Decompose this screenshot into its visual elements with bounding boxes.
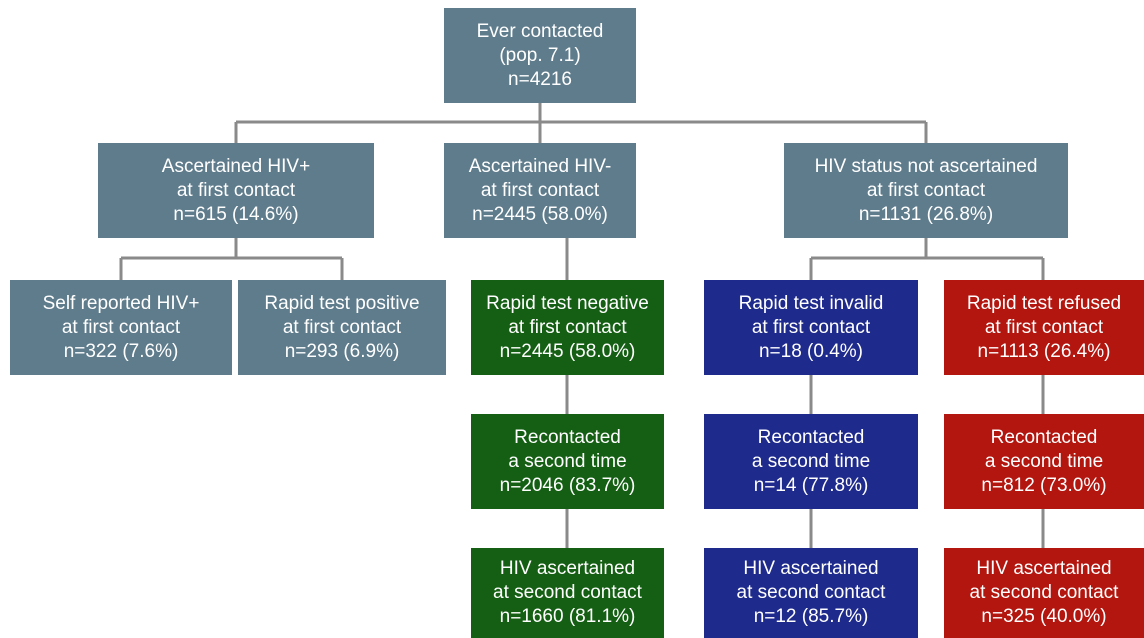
node-text: HIV ascertained bbox=[743, 558, 879, 579]
node-text: n=1113 (26.4%) bbox=[977, 340, 1111, 362]
node-text: n=325 (40.0%) bbox=[981, 606, 1107, 627]
flow-node: Rapid test invalid at first contact n=18 (… bbox=[704, 280, 918, 375]
node-text: HIV ascertained bbox=[976, 558, 1112, 579]
node-text: n=2445 (58.0%) bbox=[472, 203, 608, 225]
node-text: Recontacted bbox=[757, 426, 865, 448]
node-text: Ascertained HIV- bbox=[468, 155, 612, 177]
node-text: a second time bbox=[508, 450, 627, 472]
node-text: a second time bbox=[984, 450, 1104, 472]
node-text: Recontacted bbox=[514, 426, 621, 448]
node-text: HIV ascertained bbox=[499, 558, 636, 579]
node-text: Ever contacted bbox=[476, 20, 604, 42]
flow-node: Recontacted a second time n=2046 (83.7%) bbox=[471, 414, 664, 509]
node-text: at first contact bbox=[282, 316, 402, 338]
flow-node: Recontacted a second time n=14 (77.8%) bbox=[704, 414, 918, 509]
node-text: Rapid test negative bbox=[486, 292, 649, 314]
flow-node: Ascertained HIV-at first contact n=2445 (… bbox=[444, 143, 636, 238]
node-text: (pop. 7.1) bbox=[499, 44, 581, 66]
flow-node: Rapid test positive at first contact n=293… bbox=[238, 280, 446, 375]
node-text: n=2445 (58.0%) bbox=[499, 340, 636, 362]
node-text: n=812 (73.0%) bbox=[981, 474, 1107, 496]
flow-node: HIV status not ascertained at first conta… bbox=[784, 143, 1068, 238]
node-text: at first contact bbox=[61, 316, 181, 338]
flow-node: Rapid test negative at first contact n=244… bbox=[471, 280, 664, 375]
node-text: n=322 (7.6%) bbox=[63, 340, 179, 362]
flow-node: Ever contacted (pop. 7.1) n=4216 bbox=[444, 8, 636, 103]
node-text: at first contact bbox=[508, 316, 627, 338]
node-text: Rapid test refused bbox=[966, 292, 1122, 314]
node-text: n=1131 (26.8%) bbox=[858, 203, 994, 225]
node-text: a second time bbox=[751, 450, 871, 472]
flow-node: HIV ascertained at second contact n=325 (4… bbox=[944, 548, 1144, 638]
node-text: n=18 (0.4%) bbox=[758, 340, 864, 362]
node-text: n=14 (77.8%) bbox=[753, 474, 869, 496]
node-text: at first contact bbox=[480, 179, 600, 201]
flow-node: Recontacted a second time n=812 (73.0%) bbox=[944, 414, 1144, 509]
node-text: n=293 (6.9%) bbox=[284, 340, 400, 362]
flow-node: HIV ascertained at second contact n=1660 (… bbox=[471, 548, 664, 638]
node-text: at second contact bbox=[493, 582, 642, 603]
node-text: n=1660 (81.1%) bbox=[499, 606, 636, 627]
node-text: n=12 (85.7%) bbox=[753, 606, 869, 627]
node-text: Rapid test invalid bbox=[738, 292, 884, 314]
node-text: at first contact bbox=[866, 179, 986, 201]
node-text: at first contact bbox=[984, 316, 1104, 338]
node-text: HIV status not ascertained bbox=[814, 155, 1038, 177]
flow-node: HIV ascertained at second contact n=12 (85… bbox=[704, 548, 918, 638]
node-text: Rapid test positive bbox=[264, 292, 420, 314]
node-text: at first contact bbox=[176, 179, 296, 201]
node-text: Recontacted bbox=[990, 426, 1098, 448]
flow-node: Rapid test refused at first contact n=1113… bbox=[944, 280, 1144, 375]
node-text: at second contact bbox=[736, 582, 886, 603]
node-text: Self reported HIV+ bbox=[42, 292, 200, 314]
node-text: at second contact bbox=[969, 582, 1119, 603]
node-text: Ascertained HIV+ bbox=[161, 155, 311, 177]
node-text: n=4216 bbox=[508, 68, 572, 90]
node-text: n=615 (14.6%) bbox=[173, 203, 299, 225]
flow-node: Self reported HIV+ at first contact n=322 … bbox=[10, 280, 232, 375]
node-text: n=2046 (83.7%) bbox=[499, 474, 636, 496]
node-text: at first contact bbox=[751, 316, 871, 338]
flow-node: Ascertained HIV+ at first contact n=615 (1… bbox=[98, 143, 374, 238]
